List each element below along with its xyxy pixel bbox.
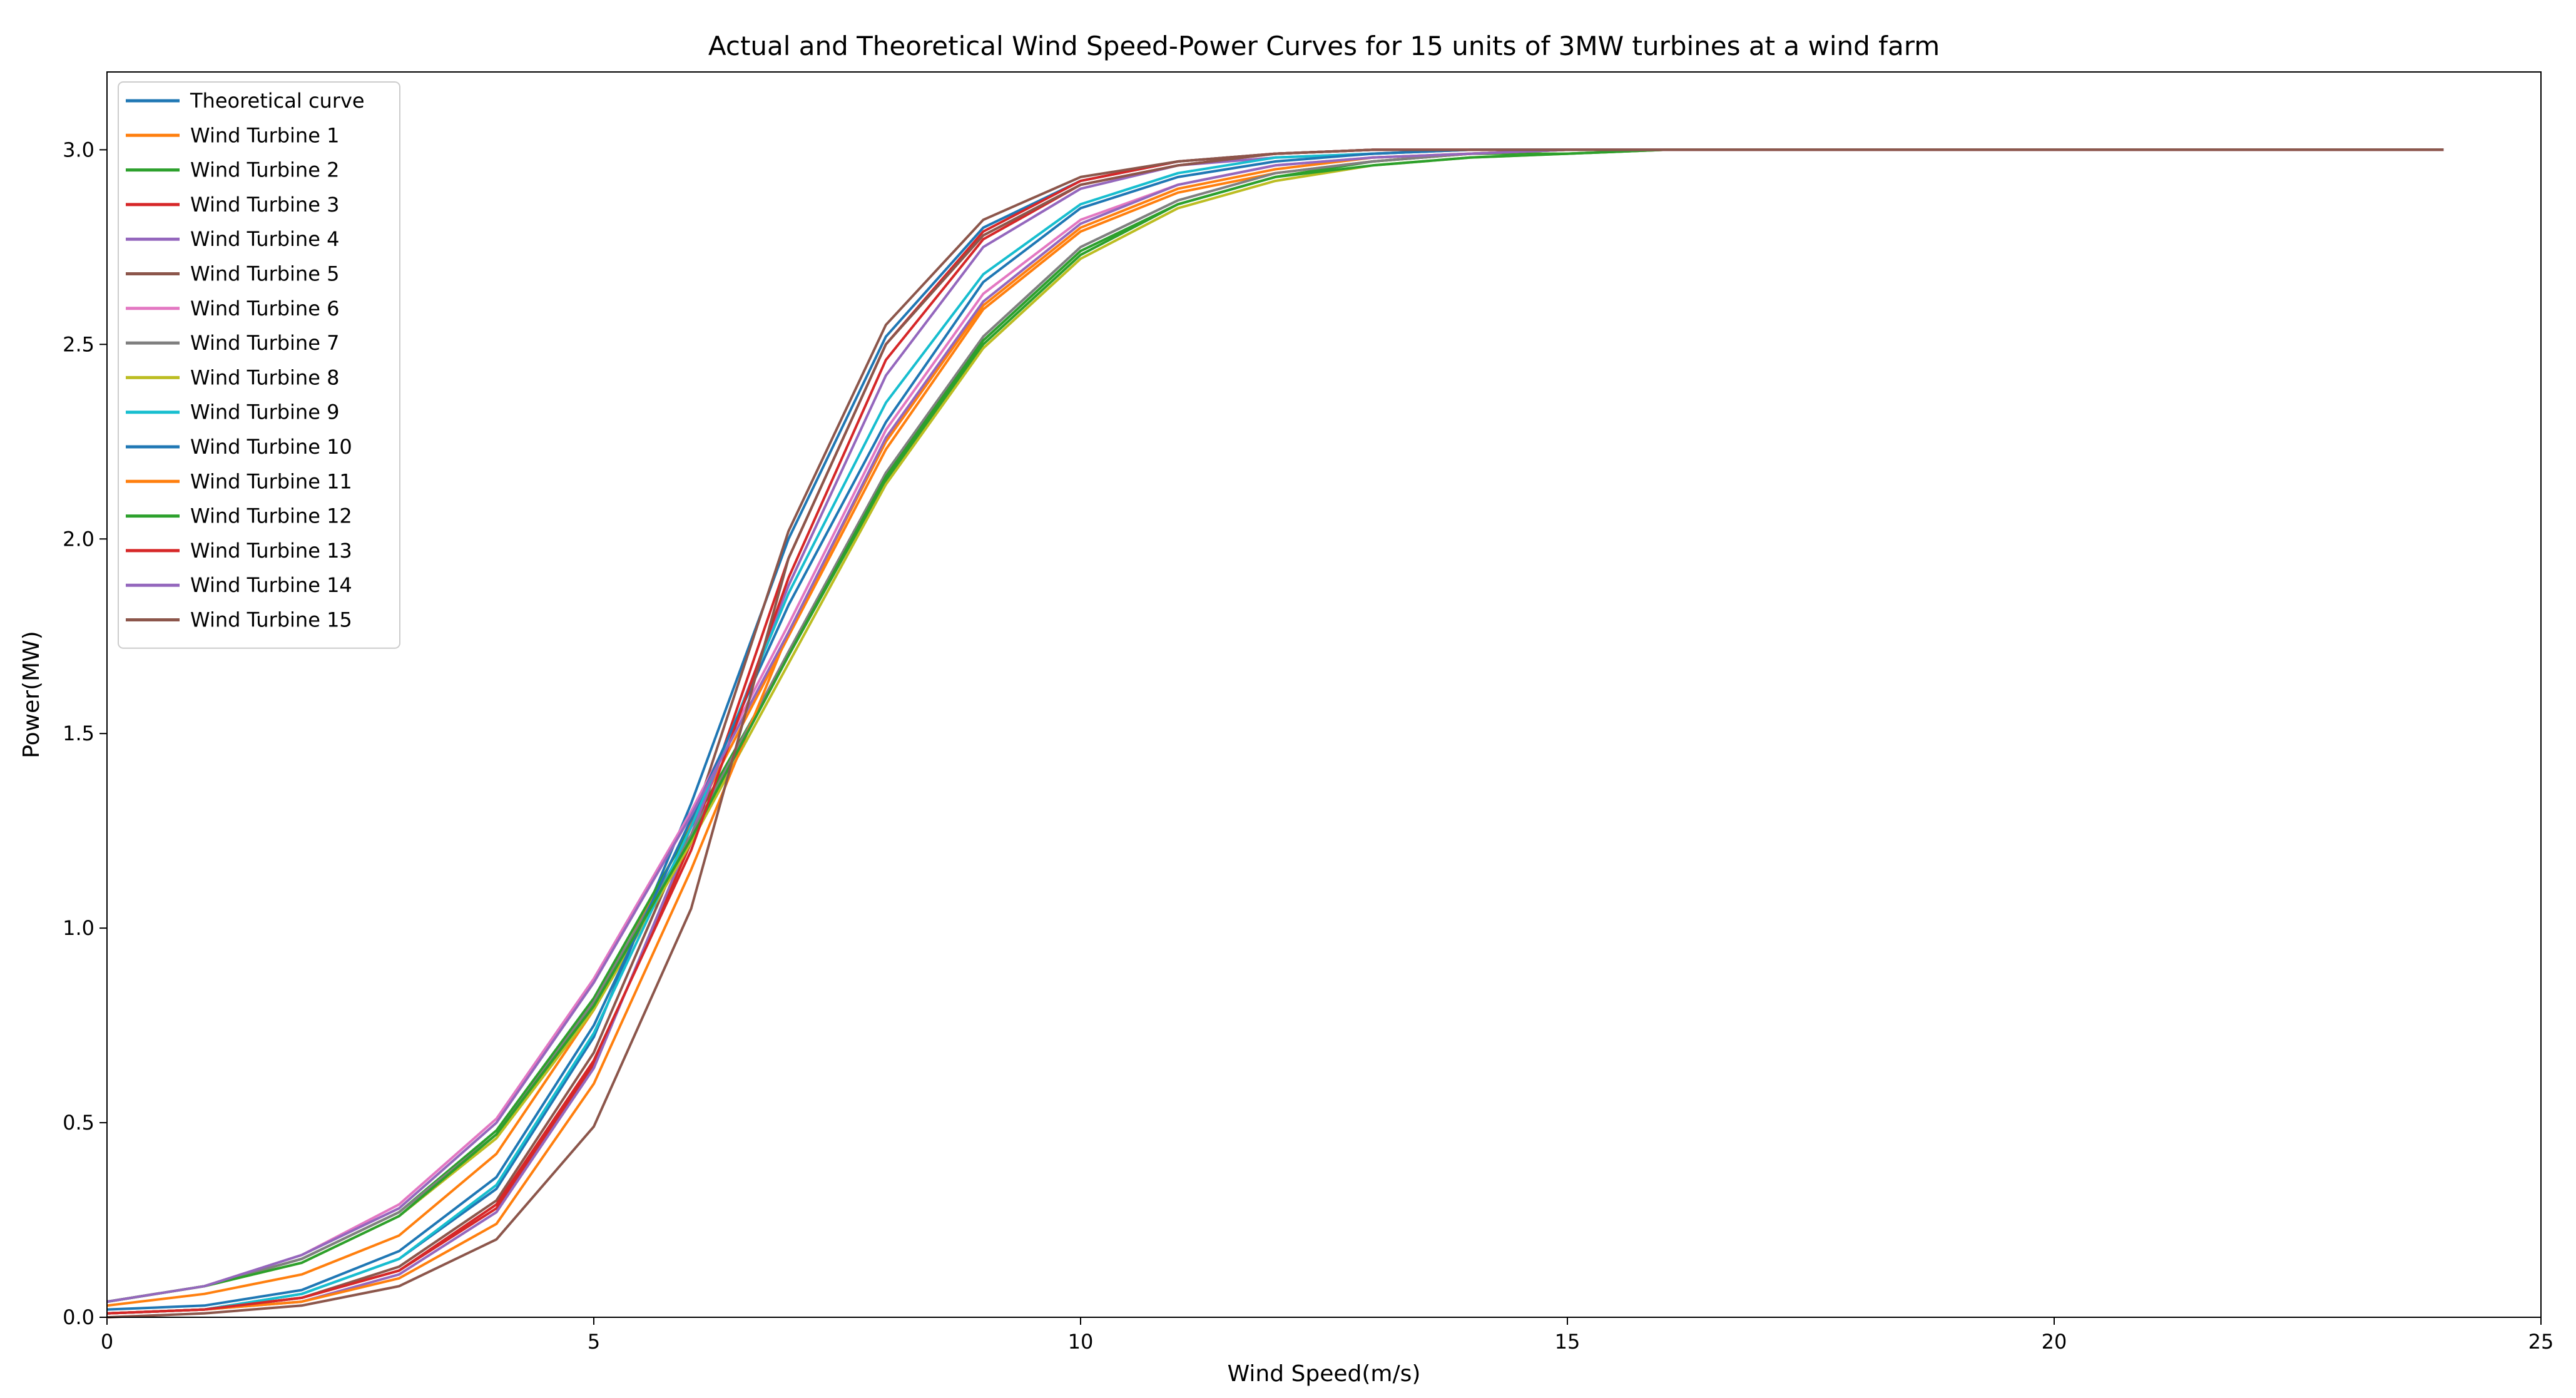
legend-entry-label: Wind Turbine 3 [190,193,339,217]
series-line [106,148,2444,1304]
x-axis-label: Wind Speed(m/s) [1228,1361,1421,1387]
x-tick-label: 15 [1555,1330,1581,1354]
legend-entry-label: Wind Turbine 9 [190,401,339,424]
x-tick-label: 5 [588,1330,600,1354]
legend-entry-label: Wind Turbine 15 [190,608,352,632]
series-line [106,148,2444,1315]
chart-title: Actual and Theoretical Wind Speed-Power … [708,31,1940,61]
series-line [106,148,2444,1304]
series-line [106,148,2444,1315]
axes: 0 5 10 15 20 25 0.0 0.5 1.0 1.5 2.0 2.5 3.0 [63,138,2553,1354]
legend-entry-label: Wind Turbine 5 [190,262,339,286]
legend-entry-label: Wind Turbine 6 [190,297,339,320]
x-tick-label: 20 [2042,1330,2067,1354]
x-tick-label: 0 [101,1330,113,1354]
plot-frame [106,71,2542,1318]
legend-entry-label: Wind Turbine 8 [190,365,339,389]
y-tick-label: 2.5 [63,332,94,356]
y-tick-label: 3.0 [63,138,94,161]
series-line [106,148,2444,1315]
y-axis-label: Power(MW) [19,631,44,758]
y-tick-label: 1.0 [63,916,94,940]
legend-entry-label: Wind Turbine 11 [190,469,352,493]
series-line [106,148,2444,1315]
legend: Theoretical curve Wind Turbine 1 Wind Turb… [118,81,400,649]
y-tick-label: 1.5 [63,722,94,745]
series-line [106,148,2444,1304]
legend-entry-label: Wind Turbine 7 [190,331,339,355]
x-tick-label: 10 [1068,1330,1094,1354]
y-tick-label: 0.0 [63,1305,94,1329]
series-line [106,148,2444,1315]
legend-entry-label: Wind Turbine 14 [190,573,352,597]
series-line [106,148,2444,1304]
y-tick-label: 0.5 [63,1111,94,1135]
series-line [106,148,2444,1315]
legend-box [118,81,400,649]
series-line [106,148,2444,1319]
legend-entry-label: Wind Turbine 13 [190,539,352,563]
x-tick-label: 25 [2528,1330,2554,1354]
legend-entry-label: Theoretical curve [190,89,365,113]
series-lines [106,148,2444,1319]
legend-entry-label: Wind Turbine 10 [190,435,352,459]
series-line [106,148,2444,1304]
series-line [106,148,2444,1307]
series-line [106,148,2444,1315]
series-line [106,148,2444,1311]
legend-entry-label: Wind Turbine 12 [190,504,352,528]
series-line [106,148,2444,1304]
y-tick-label: 2.0 [63,527,94,551]
legend-entry-label: Wind Turbine 2 [190,158,339,182]
legend-entry-label: Wind Turbine 4 [190,227,339,251]
legend-entry-label: Wind Turbine 1 [190,123,339,147]
